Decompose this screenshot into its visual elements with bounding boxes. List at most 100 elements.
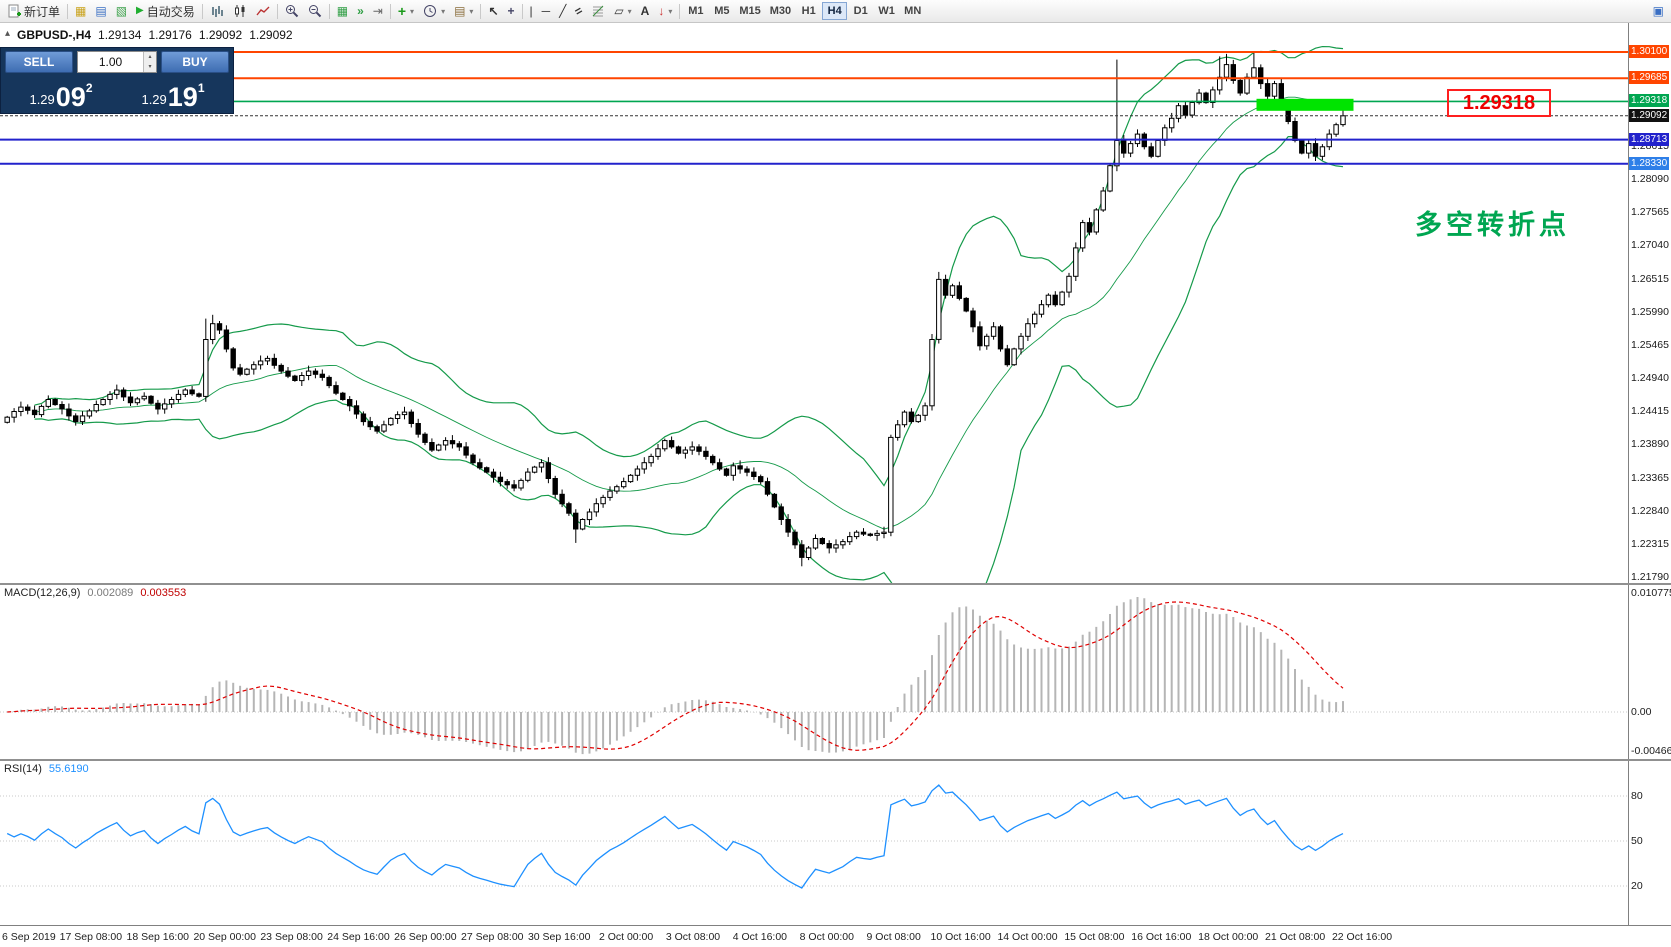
text-label-button[interactable]: A — [637, 1, 654, 21]
indicators-button[interactable]: + ▾ — [394, 1, 418, 21]
price-axis-label: 1.26515 — [1631, 272, 1669, 285]
price-chart-panel[interactable]: ▴ GBPUSD-,H4 1.29134 1.29176 1.29092 1.2… — [0, 23, 1628, 583]
trendline-button[interactable]: ╱ — [555, 1, 570, 21]
price-callout-label[interactable]: 1.29318 — [1447, 89, 1551, 117]
bid-pips: 09 — [55, 82, 86, 113]
macd-label: MACD(12,26,9) — [4, 587, 81, 599]
tile-windows-button[interactable]: ▦ — [333, 1, 352, 21]
line-chart-button[interactable] — [252, 1, 274, 21]
price-axis[interactable]: 1.28615 1.28090 1.27565 1.27040 1.26515 1.259… — [1628, 23, 1671, 925]
new-order-icon — [8, 4, 21, 18]
macd-indicator-panel[interactable]: MACD(12,26,9) 0.002089 0.003553 — [0, 585, 1628, 757]
time-axis-label: 30 Sep 16:00 — [527, 931, 591, 943]
periods-button[interactable]: ▾ — [419, 1, 449, 21]
autotrading-button[interactable]: ▶ 自动交易 — [132, 1, 199, 21]
navigator-button[interactable]: ▧ — [112, 1, 131, 21]
clock-icon — [424, 5, 437, 17]
chart-note-text[interactable]: 多空转折点 — [1415, 210, 1570, 240]
macd-axis-label: 0.00 — [1631, 706, 1652, 718]
horizontal-line-button[interactable]: ─ — [538, 1, 555, 21]
time-axis-label: 4 Oct 16:00 — [732, 931, 788, 943]
toolbar-separator — [67, 3, 69, 19]
channel-button[interactable]: = — [571, 1, 586, 21]
timeframe-h1-button[interactable]: H1 — [796, 2, 821, 20]
price-axis-label: 1.23890 — [1631, 438, 1669, 451]
market-watch-button[interactable]: ▦ — [71, 1, 90, 21]
templates-button[interactable]: ▤ ▾ — [450, 1, 477, 21]
channel-icon: = — [572, 3, 586, 19]
price-axis-label: 1.27040 — [1631, 239, 1669, 252]
timeframe-mn-button[interactable]: MN — [900, 2, 925, 20]
cursor-button[interactable]: ↖ — [484, 1, 502, 21]
volume-down-button[interactable]: ▾ — [144, 62, 156, 72]
candlestick-chart-icon — [234, 5, 245, 17]
time-axis-label: 21 Oct 08:00 — [1265, 931, 1326, 943]
shapes-button[interactable]: ▱ ▾ — [610, 1, 635, 21]
zoom-in-button[interactable] — [281, 1, 303, 21]
price-chart[interactable] — [0, 23, 1628, 583]
volume-field[interactable]: 1.00 ▴ ▾ — [77, 51, 157, 73]
text-label-icon: A — [640, 4, 650, 18]
zoom-out-button[interactable] — [304, 1, 326, 21]
rsi-axis-label: 50 — [1631, 835, 1643, 847]
timeframe-m5-button[interactable]: M5 — [709, 2, 734, 20]
bar-chart-button[interactable] — [206, 1, 228, 21]
ask-point: 1 — [197, 81, 205, 95]
time-axis-label: 17 Sep 08:00 — [59, 931, 123, 943]
volume-up-button[interactable]: ▴ — [144, 52, 156, 62]
time-axis-label: 8 Oct 00:00 — [799, 931, 854, 943]
new-order-label: 新订单 — [24, 4, 61, 19]
candlestick-chart-button[interactable] — [229, 1, 251, 21]
timeframe-m30-button[interactable]: M30 — [766, 2, 795, 20]
level-price-tag: 1.29685 — [1629, 71, 1670, 85]
crosshair-button[interactable]: + — [504, 1, 519, 21]
shapes-icon: ▱ — [614, 4, 624, 18]
line-chart-icon — [256, 6, 270, 16]
macd-readout: MACD(12,26,9) 0.002089 0.003553 — [4, 587, 186, 599]
toolbar-separator — [480, 3, 482, 19]
sell-button[interactable]: SELL — [5, 51, 73, 73]
ask-pips: 19 — [167, 82, 198, 113]
buy-button[interactable]: BUY — [161, 51, 229, 73]
rsi-line — [6, 784, 1344, 889]
vertical-line-button[interactable]: | — [526, 1, 537, 21]
trendline-icon: ╱ — [559, 4, 567, 18]
bid-point: 2 — [85, 81, 93, 95]
timeframe-m15-button[interactable]: M15 — [735, 2, 764, 20]
toolbar-separator — [328, 3, 330, 19]
dropdown-arrow-icon: ▾ — [668, 6, 673, 16]
current-price-tag: 1.29092 — [1629, 108, 1670, 122]
window-button[interactable]: ▣ — [1649, 1, 1668, 21]
fibonacci-button[interactable] — [587, 1, 609, 21]
timeframe-d1-button[interactable]: D1 — [848, 2, 873, 20]
time-axis[interactable]: 6 Sep 2019 17 Sep 08:00 18 Sep 16:00 20 Sep… — [0, 925, 1671, 947]
panel-splitter[interactable] — [0, 583, 1671, 585]
time-axis-label: 6 Sep 2019 — [2, 931, 56, 943]
rsi-indicator-panel[interactable]: RSI(14) 55.6190 — [0, 761, 1628, 925]
new-order-button[interactable]: 新订单 — [3, 1, 64, 21]
bollinger-upper-band — [34, 45, 1344, 487]
data-window-icon: ▤ — [95, 4, 107, 18]
time-axis-label: 24 Sep 16:00 — [327, 931, 390, 943]
zoom-in-icon — [285, 5, 298, 18]
timeframe-m1-button[interactable]: M1 — [683, 2, 708, 20]
rsi-axis-label: 20 — [1631, 880, 1643, 892]
toolbar-separator — [201, 3, 203, 19]
data-window-button[interactable]: ▤ — [91, 1, 110, 21]
auto-scroll-button[interactable]: » — [353, 1, 368, 21]
chart-shift-button[interactable]: ⇥ — [369, 1, 387, 21]
crosshair-icon: + — [507, 4, 515, 18]
rsi-chart[interactable] — [0, 761, 1628, 925]
arrows-button[interactable]: ↓ ▾ — [654, 1, 676, 21]
ask-price-display: 1.29 19 1 — [117, 75, 229, 111]
timeframe-w1-button[interactable]: W1 — [874, 2, 899, 20]
window-icon: ▣ — [1652, 4, 1664, 18]
macd-axis-label: 0.010775 — [1631, 587, 1671, 599]
arrows-icon: ↓ — [658, 4, 665, 18]
dropdown-arrow-icon: ▾ — [441, 6, 446, 16]
panel-splitter[interactable] — [0, 759, 1671, 761]
indicators-icon: + — [397, 3, 407, 19]
macd-chart[interactable] — [0, 585, 1628, 757]
timeframe-h4-button[interactable]: H4 — [822, 2, 848, 20]
ohlc-open: 1.29134 — [98, 28, 142, 42]
